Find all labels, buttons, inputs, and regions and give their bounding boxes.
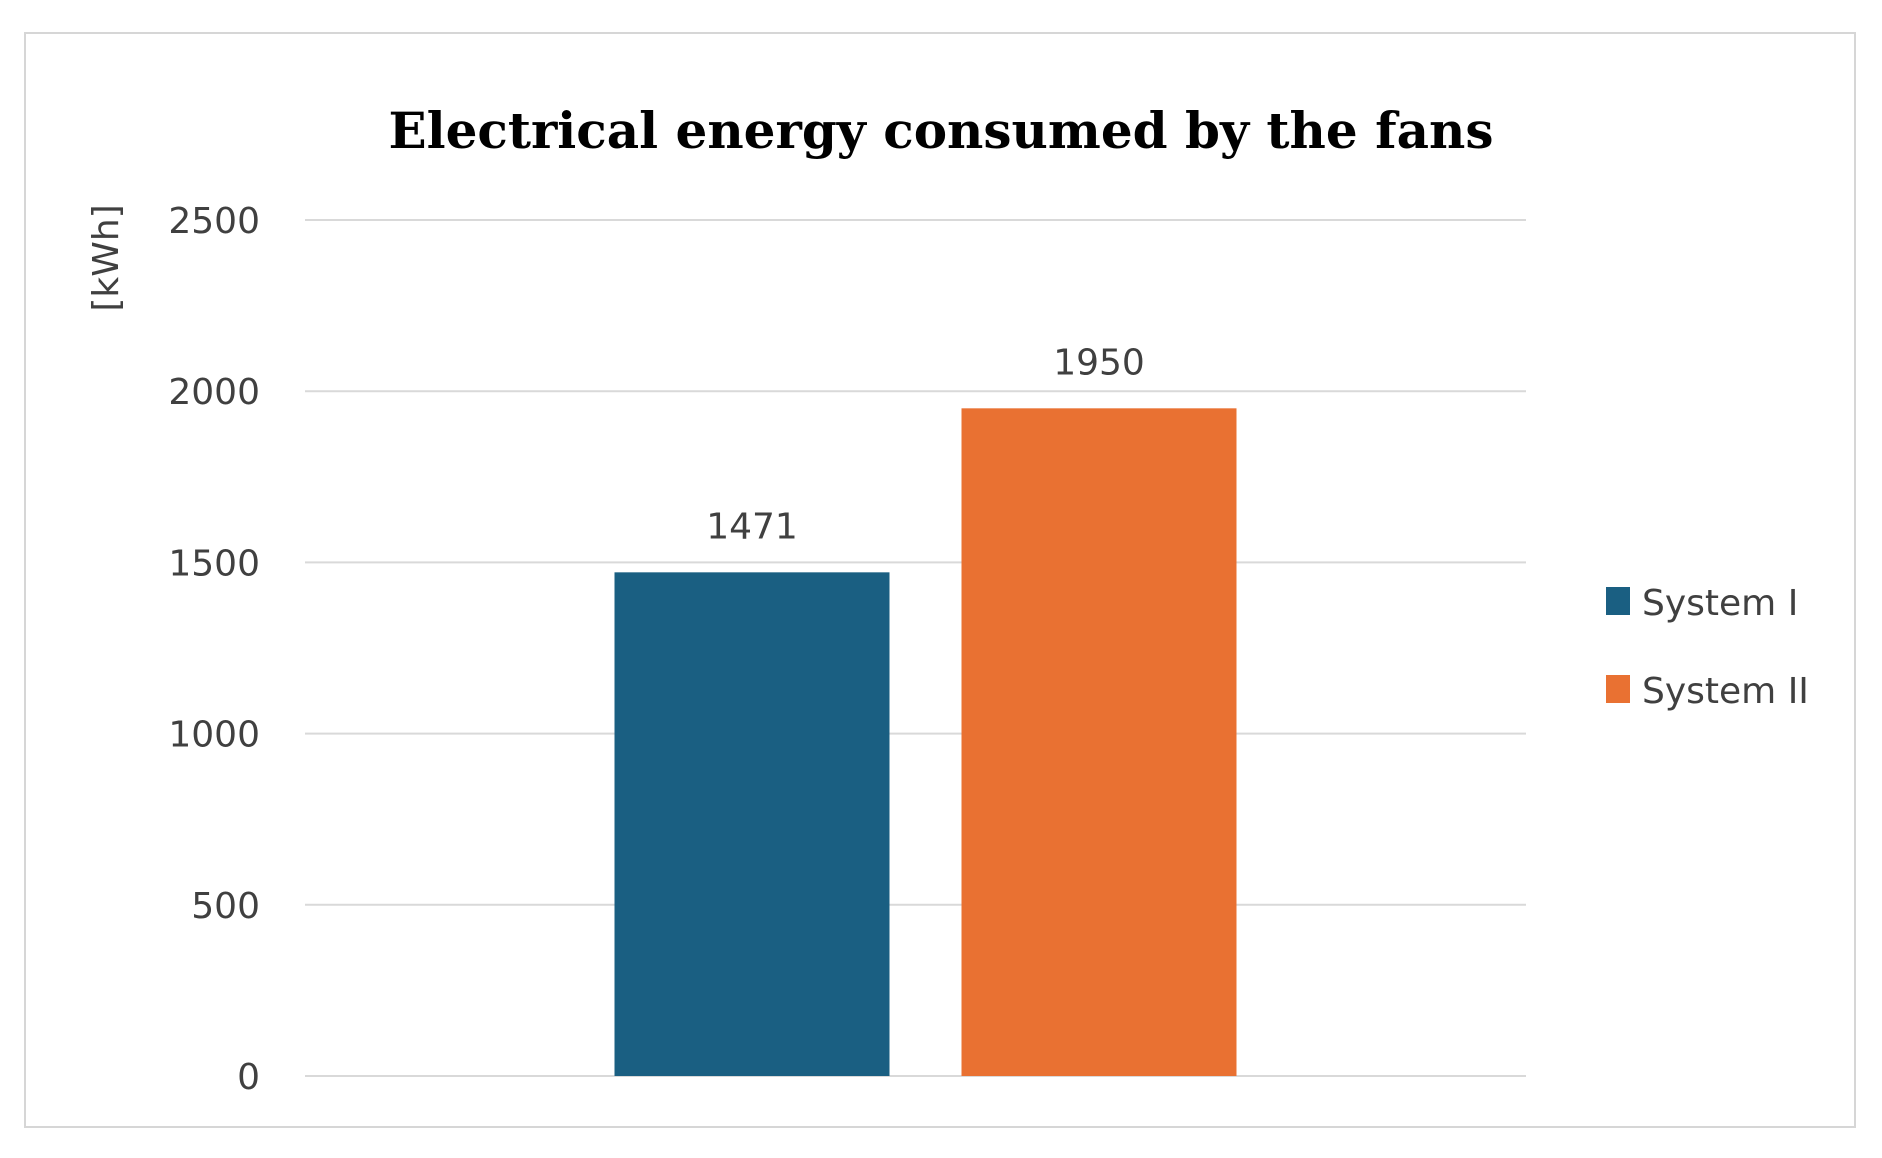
legend: System I System II	[1606, 583, 1809, 712]
legend-label-system-ii: System II	[1642, 671, 1809, 712]
legend-swatch-system-i	[1606, 587, 1630, 615]
data-label-system-ii: 1950	[1053, 342, 1145, 383]
chart-frame	[24, 32, 1856, 1128]
gridlines	[305, 219, 1526, 1077]
data-label-system-i: 1471	[706, 506, 798, 547]
bar-system-ii	[961, 408, 1237, 1076]
bars	[614, 408, 1237, 1076]
chart-title: Electrical energy consumed by the fans	[388, 101, 1493, 160]
legend-swatch-system-ii	[1606, 675, 1630, 703]
data-labels: 1471 1950	[706, 342, 1145, 547]
y-tick-label-0: 0	[237, 1057, 260, 1098]
y-tick-label-500: 500	[191, 886, 260, 927]
y-axis-label: [kWh]	[86, 204, 127, 311]
bar-system-i	[614, 572, 890, 1076]
y-tick-label-2500: 2500	[168, 201, 260, 242]
legend-label-system-i: System I	[1642, 583, 1798, 624]
y-tick-label-1500: 1500	[168, 543, 260, 584]
y-tick-label-2000: 2000	[168, 372, 260, 413]
y-tick-label-1000: 1000	[168, 715, 260, 756]
y-axis-ticks: 0 500 1000 1500 2000 2500	[168, 201, 260, 1098]
